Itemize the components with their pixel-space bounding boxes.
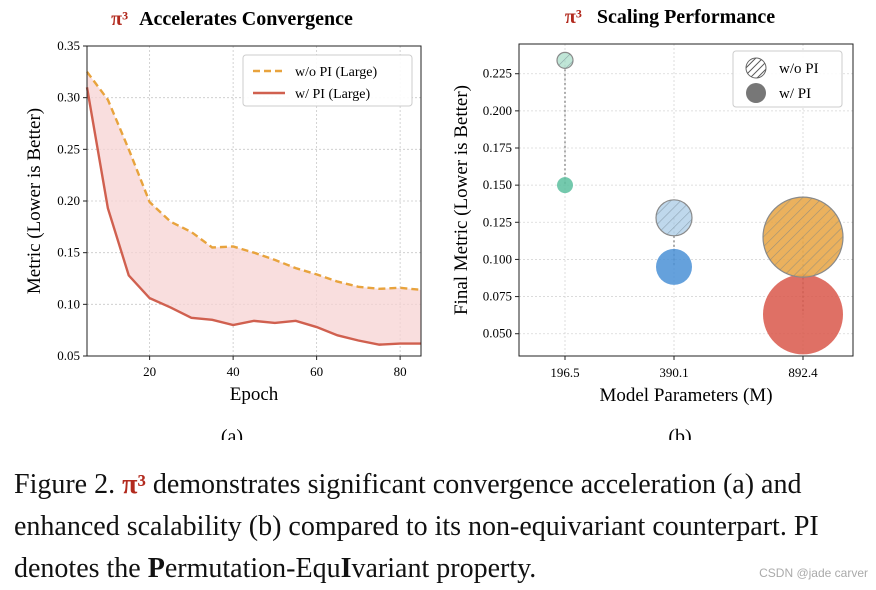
- x-tick-label: 80: [394, 364, 407, 379]
- fill-between-area: [87, 71, 421, 345]
- panel-b-title-pi: π³: [565, 6, 582, 28]
- x-tick-label: 40: [227, 364, 240, 379]
- y-tick-label: 0.175: [483, 140, 512, 155]
- y-tick-label: 0.05: [57, 348, 80, 363]
- caption-text-3: variant property.: [351, 553, 537, 584]
- panel-a-title-text: Accelerates Convergence: [139, 8, 353, 30]
- panel-a-sub-label: (a): [221, 426, 243, 440]
- panel-a-title: π³ Accelerates Convergence: [111, 8, 353, 30]
- panel-b-title: π³ Scaling Performance: [565, 6, 775, 28]
- panel-b-title-text: Scaling Performance: [597, 6, 775, 28]
- x-tick-label: 390.1: [659, 365, 688, 380]
- legend-swatch-without-pi-hatch: [746, 58, 766, 78]
- legend-box: [242, 54, 413, 107]
- figure-caption: Figure 2. π³ demonstrates significant co…: [14, 464, 864, 590]
- y-tick-label: 0.225: [483, 66, 512, 81]
- legend-swatch-with-pi: [746, 83, 766, 103]
- x-tick-label: 20: [143, 364, 156, 379]
- panel-a-title-pi: π³: [111, 8, 128, 30]
- bubble-without-pi-hatch: [557, 52, 573, 69]
- watermark: CSDN @jade carver: [759, 566, 868, 580]
- y-tick-label: 0.25: [57, 141, 80, 156]
- bubble-with-pi: [763, 274, 843, 355]
- caption-text-2: ermutation-Equ: [164, 553, 341, 584]
- x-axis-label: Model Parameters (M): [599, 385, 772, 406]
- legend-label: w/o PI (Large): [295, 65, 377, 80]
- series-line-with-pi: [85, 87, 421, 346]
- x-tick-label: 892.4: [788, 365, 818, 380]
- y-tick-label: 0.050: [483, 326, 512, 341]
- caption-bold-p: P: [147, 553, 165, 584]
- legend-label: w/ PI (Large): [295, 87, 370, 102]
- x-tick-label: 196.5: [550, 365, 579, 380]
- panel-a-chart: 0.05 0.10 0.15 0.20 0.25 0.30 0.35 20 40 60 80 Epoc…: [24, 38, 422, 405]
- y-tick-label: 0.075: [483, 289, 512, 304]
- y-tick-label: 0.100: [483, 251, 512, 266]
- y-tick-label: 0.35: [57, 38, 80, 53]
- caption-bold-i: I: [340, 553, 352, 584]
- plot-frame: [518, 43, 854, 357]
- legend-label: w/o PI: [779, 61, 819, 77]
- bubble-with-pi: [557, 177, 573, 194]
- y-axis-label: Final Metric (Lower is Better): [451, 85, 472, 315]
- y-tick-label: 0.20: [57, 193, 80, 208]
- y-tick-label: 0.30: [57, 90, 80, 105]
- legend-label: w/ PI: [779, 86, 811, 102]
- x-tick-label: 60: [310, 364, 323, 379]
- panel-b-sub-label: (b): [668, 426, 691, 440]
- panel-b-chart: 0.050 0.075 0.100 0.125 0.150 0.175 0.200 0.225…: [451, 43, 854, 406]
- caption-figure-label: Figure 2.: [14, 469, 116, 500]
- bubble-without-pi-hatch: [656, 199, 692, 236]
- y-tick-label: 0.15: [57, 245, 80, 260]
- y-tick-label: 0.150: [483, 177, 512, 192]
- caption-pi: π³: [122, 469, 146, 500]
- y-tick-label: 0.200: [483, 103, 512, 118]
- bubble-without-pi-hatch: [763, 197, 843, 278]
- y-tick-label: 0.10: [57, 296, 80, 311]
- x-axis-label: Epoch: [230, 384, 279, 405]
- caption-text-1: demonstrates significant convergence acc…: [14, 469, 819, 584]
- bubble-with-pi: [656, 248, 692, 285]
- y-tick-label: 0.125: [483, 214, 512, 229]
- figure: π³ Accelerates Convergence π³ Scaling Pe…: [24, 6, 854, 440]
- y-axis-label: Metric (Lower is Better): [24, 108, 45, 294]
- series-line-without-pi: [86, 71, 422, 292]
